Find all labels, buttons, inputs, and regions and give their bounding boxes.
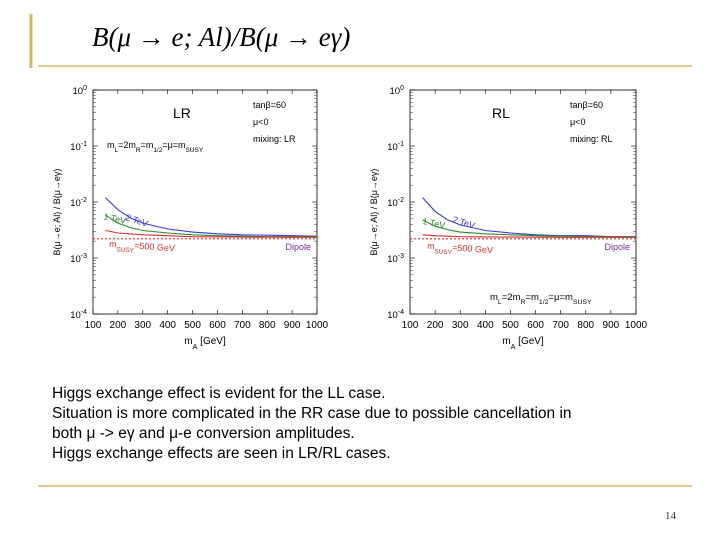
chart-rl-y-tick-label: 10-2 [387,197,404,209]
chart-rl-x-tick-label: 400 [477,320,494,331]
chart-rl-x-tick-label: 500 [502,320,519,331]
chart-rl-series-label-1: 1 TeV [422,216,446,231]
chart-lr-y-tick-label: 10-3 [70,253,87,265]
chart-rl-x-tick-label: 600 [527,320,544,331]
chart-lr-param-0: tanβ=60 [253,100,286,110]
chart-rl-param-1: μ<0 [570,117,585,127]
chart-lr-series-line-2 [105,229,317,238]
chart-rl-y-tick-label: 10-1 [387,141,404,153]
bullet-line-3: both μ -> eγ and μ-e conversion amplitud… [52,425,355,442]
chart-lr-x-tick-label: 200 [110,320,127,331]
chart-rl-y-tick-label: 10-4 [387,309,404,321]
chart-rl-x-tick-label: 900 [603,320,620,331]
chart-lr-series-line-0 [105,197,318,237]
chart-lr-x-tick-label: 600 [209,320,226,331]
chart-lr-y-tick-label: 10-4 [70,309,87,321]
chart-rl-series-line-2 [422,234,636,238]
chart-rl-mass-relation: mL=2mR=m1/2=μ=mSUSY [490,292,592,306]
chart-lr-frame [92,89,318,315]
chart-lr-x-axis-label: mA [GeV] [184,336,226,351]
chart-rl-x-tick-label: 300 [452,320,469,331]
bullet-line-2: Situation is more complicated in the RR … [52,405,572,422]
chart-rl-param-0: tanβ=60 [570,100,603,110]
chart-rl-series-line-0 [422,197,636,238]
chart-rl-x-tick-label: 200 [427,320,444,331]
chart-rl-y-axis-label: B(μ→e; Al) / B(μ→eγ) [369,169,379,256]
chart-lr-x-tick-label: 300 [134,320,151,331]
chart-rl-x-axis-label: mA [GeV] [502,336,544,351]
chart-lr-param-2: mixing: LR [253,134,296,144]
chart-rl-x-tick-label: 1000 [625,320,648,331]
chart-lr-x-tick-label: 700 [234,320,251,331]
body-text: Higgs exchange effect is evident for the… [52,384,692,464]
chart-rl-param-2: mixing: RL [570,134,613,144]
chart-rl-panel-label: RL [492,105,510,121]
chart-rl-frame [409,89,637,315]
chart-lr-x-tick-label: 500 [184,320,201,331]
chart-lr-x-tick-label: 900 [284,320,301,331]
slide-title: B(μ → e; Al)/B(μ → eγ) [92,22,351,52]
chart-rl-series-label-3: Dipole [604,242,630,252]
chart-lr-param-1: μ<0 [253,117,268,127]
chart-rl-x-tick-label: 100 [402,320,419,331]
chart-lr-x-tick-label: 400 [159,320,176,331]
chart-lr-y-tick-label: 10-2 [70,197,87,209]
chart-lr-y-axis-label: B(μ→e; Al) / B(μ→eγ) [52,169,62,256]
bullet-line-1: Higgs exchange effect is evident for the… [52,385,386,402]
bullet-line-4: Higgs exchange effects are seen in LR/RL… [52,445,391,462]
chart-lr-y-tick-label: 100 [73,85,88,97]
chart-lr-x-tick-label: 800 [259,320,276,331]
chart-rl-y-tick-label: 100 [390,85,405,97]
chart-rl-series-line-1 [422,219,636,238]
chart-lr-series-label-1: 1 TeV [103,211,127,226]
chart-rl-series-label-2: mSUSY=500 GeV [427,241,494,259]
chart-lr-x-tick-label: 1000 [306,320,329,331]
chart-lr-series-label-2: mSUSY=500 GeV [109,239,176,257]
chart-lr-panel-label: LR [173,105,191,121]
chart-lr-x-tick-label: 100 [85,320,102,331]
page-number: 14 [665,510,676,522]
chart-rl-y-tick-label: 10-3 [387,253,404,265]
chart-rl-x-tick-label: 800 [577,320,594,331]
chart-rl-x-tick-label: 700 [552,320,569,331]
chart-lr-y-tick-label: 10-1 [70,141,87,153]
chart-lr-mass-relation: mL=2mR=m1/2=μ=mSUSY [107,140,204,154]
chart-rl-series-label-0: 2 TeV [451,214,476,231]
chart-lr-series-label-3: Dipole [285,242,311,252]
